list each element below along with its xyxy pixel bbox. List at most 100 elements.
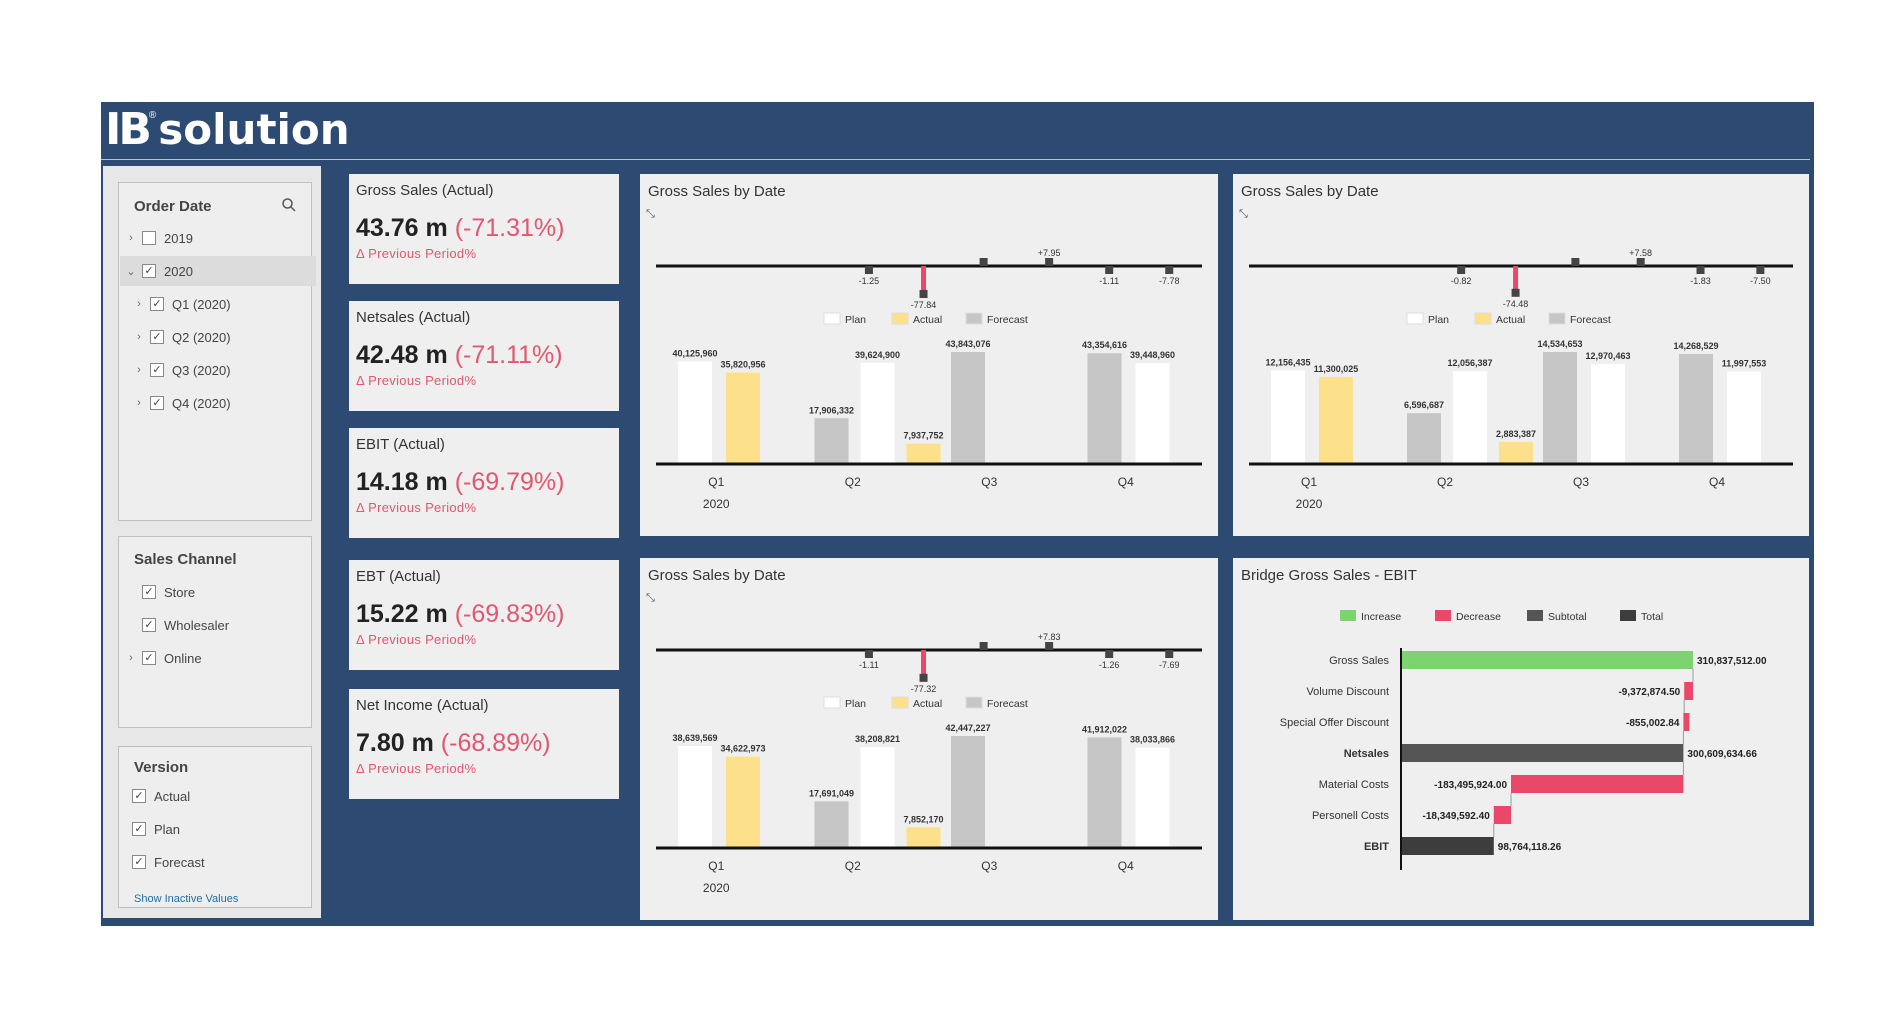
version-item-label: Forecast — [154, 854, 205, 870]
bar-value-label: 12,156,435 — [1265, 357, 1310, 367]
bar-plan[interactable] — [1453, 371, 1487, 464]
bridge-bar[interactable] — [1493, 806, 1512, 824]
chevron-right-icon[interactable]: › — [137, 397, 141, 409]
checkbox[interactable]: ✓ — [142, 585, 156, 599]
legend-swatch — [823, 312, 841, 325]
kpi-title: EBT (Actual) — [356, 568, 441, 585]
checkbox[interactable]: ✓ — [150, 363, 164, 377]
bar-actual[interactable] — [726, 756, 760, 848]
bar-plan[interactable] — [678, 361, 712, 464]
tree-item[interactable]: › 2019 — [120, 223, 316, 253]
expand-icon[interactable]: ⤡ — [1239, 208, 1248, 220]
bar-forecast[interactable] — [951, 736, 985, 848]
kpi-value: 14.18 m (-69.79%) — [356, 468, 564, 497]
legend-label: Actual — [1496, 314, 1525, 326]
bar-actual[interactable] — [726, 372, 760, 464]
tree-item[interactable]: › ✓ Q3 (2020) — [120, 355, 324, 385]
chevron-right-icon[interactable]: › — [137, 331, 141, 343]
deviation-label: +7.83 — [1038, 632, 1061, 642]
kpi-subtitle: Δ Previous Period% — [356, 761, 477, 776]
checkbox[interactable]: ✓ — [150, 297, 164, 311]
bar-forecast[interactable] — [1087, 353, 1122, 464]
checkbox[interactable]: ✓ — [142, 264, 156, 278]
chart-card-3: Gross Sales by Date ⤡ -1.11 -77.32 +7.83 -1… — [640, 558, 1218, 920]
bar-actual[interactable] — [906, 443, 941, 464]
bridge-bar[interactable] — [1683, 713, 1690, 731]
bar-value-label: 42,447,227 — [945, 723, 990, 733]
bar-value-label: 7,852,170 — [903, 814, 943, 824]
show-inactive-values-link[interactable]: Show Inactive Values — [134, 893, 239, 905]
tree-item-label: 2020 — [164, 263, 193, 279]
bar-actual[interactable] — [1319, 376, 1353, 464]
channel-item[interactable]: ✓ Store — [120, 577, 316, 607]
bar-plan[interactable] — [1271, 370, 1305, 464]
category-label: Q2 — [1437, 475, 1453, 489]
bar-forecast[interactable] — [814, 418, 849, 464]
bar-forecast[interactable] — [1087, 737, 1122, 848]
expand-icon[interactable]: ⤡ — [646, 592, 655, 604]
bar-forecast[interactable] — [814, 801, 849, 848]
version-item-label: Actual — [154, 788, 191, 804]
deviation-pin-head — [1165, 650, 1174, 658]
bridge-bar[interactable] — [1511, 775, 1684, 793]
bar-forecast[interactable] — [1543, 352, 1577, 464]
tree-item[interactable]: › ✓ Q4 (2020) — [120, 388, 324, 418]
bar-forecast[interactable] — [951, 352, 985, 464]
deviation-pin[interactable] — [921, 266, 927, 295]
checkbox[interactable]: ✓ — [132, 855, 146, 869]
bar-forecast[interactable] — [1407, 413, 1441, 464]
category-label: Q4 — [1709, 475, 1725, 489]
chevron-right-icon[interactable]: › — [137, 298, 141, 310]
bar-actual[interactable] — [1499, 441, 1533, 464]
kpi-tile: EBIT (Actual) 14.18 m (-69.79%) Δ Previous… — [349, 428, 619, 538]
bar-actual[interactable] — [906, 827, 941, 848]
channel-item[interactable]: › ✓ Online — [120, 643, 316, 673]
bridge-bar[interactable] — [1401, 744, 1684, 762]
bar-value-label: 38,208,821 — [855, 734, 900, 744]
legend-label: Decrease — [1456, 611, 1501, 623]
bar-plan[interactable] — [1591, 364, 1625, 464]
kpi-delta-percent: (-69.83%) — [454, 600, 565, 628]
bar-plan[interactable] — [1135, 363, 1170, 464]
version-item[interactable]: ✓ Plan — [120, 814, 316, 844]
kpi-title: Gross Sales (Actual) — [356, 182, 494, 199]
expand-icon[interactable]: ⤡ — [646, 208, 655, 220]
deviation-label: -1.11 — [1099, 276, 1119, 286]
tree-item[interactable]: › ✓ Q2 (2020) — [120, 322, 324, 352]
version-item[interactable]: ✓ Forecast — [120, 847, 316, 877]
chevron-right-icon[interactable]: › — [129, 232, 133, 244]
checkbox[interactable]: ✓ — [132, 789, 146, 803]
search-icon[interactable] — [281, 197, 297, 218]
bridge-value-label: -183,495,924.00 — [1434, 780, 1507, 791]
checkbox[interactable] — [142, 231, 156, 245]
bar-plan[interactable] — [860, 747, 895, 848]
bar-value-label: 38,033,866 — [1130, 735, 1175, 745]
tree-item[interactable]: ⌄ ✓ 2020 — [120, 256, 316, 286]
chevron-right-icon[interactable]: › — [137, 364, 141, 376]
bridge-bar[interactable] — [1401, 651, 1693, 669]
deviation-pin-head — [1511, 288, 1520, 297]
deviation-pin-head — [1457, 266, 1466, 274]
checkbox[interactable]: ✓ — [142, 618, 156, 632]
bar-plan[interactable] — [678, 746, 712, 848]
bar-plan[interactable] — [1727, 371, 1761, 464]
bridge-bar[interactable] — [1401, 837, 1494, 855]
checkbox[interactable]: ✓ — [150, 330, 164, 344]
bar-value-label: 38,639,569 — [672, 733, 717, 743]
checkbox[interactable]: ✓ — [142, 651, 156, 665]
bar-plan[interactable] — [860, 362, 895, 464]
tree-item[interactable]: › ✓ Q1 (2020) — [120, 289, 324, 319]
bar-plan[interactable] — [1135, 747, 1170, 848]
version-item[interactable]: ✓ Actual — [120, 781, 316, 811]
bridge-bar[interactable] — [1684, 682, 1693, 700]
legend-label: Plan — [845, 314, 866, 326]
chevron-down-icon[interactable]: ⌄ — [126, 265, 136, 278]
logo-ib: IB — [105, 104, 152, 155]
channel-item[interactable]: ✓ Wholesaler — [120, 610, 316, 640]
deviation-pin[interactable] — [921, 650, 927, 678]
checkbox[interactable]: ✓ — [132, 822, 146, 836]
checkbox[interactable]: ✓ — [150, 396, 164, 410]
deviation-pin[interactable] — [1513, 266, 1519, 293]
deviation-pin-head — [1165, 266, 1174, 274]
bar-forecast[interactable] — [1679, 354, 1713, 464]
